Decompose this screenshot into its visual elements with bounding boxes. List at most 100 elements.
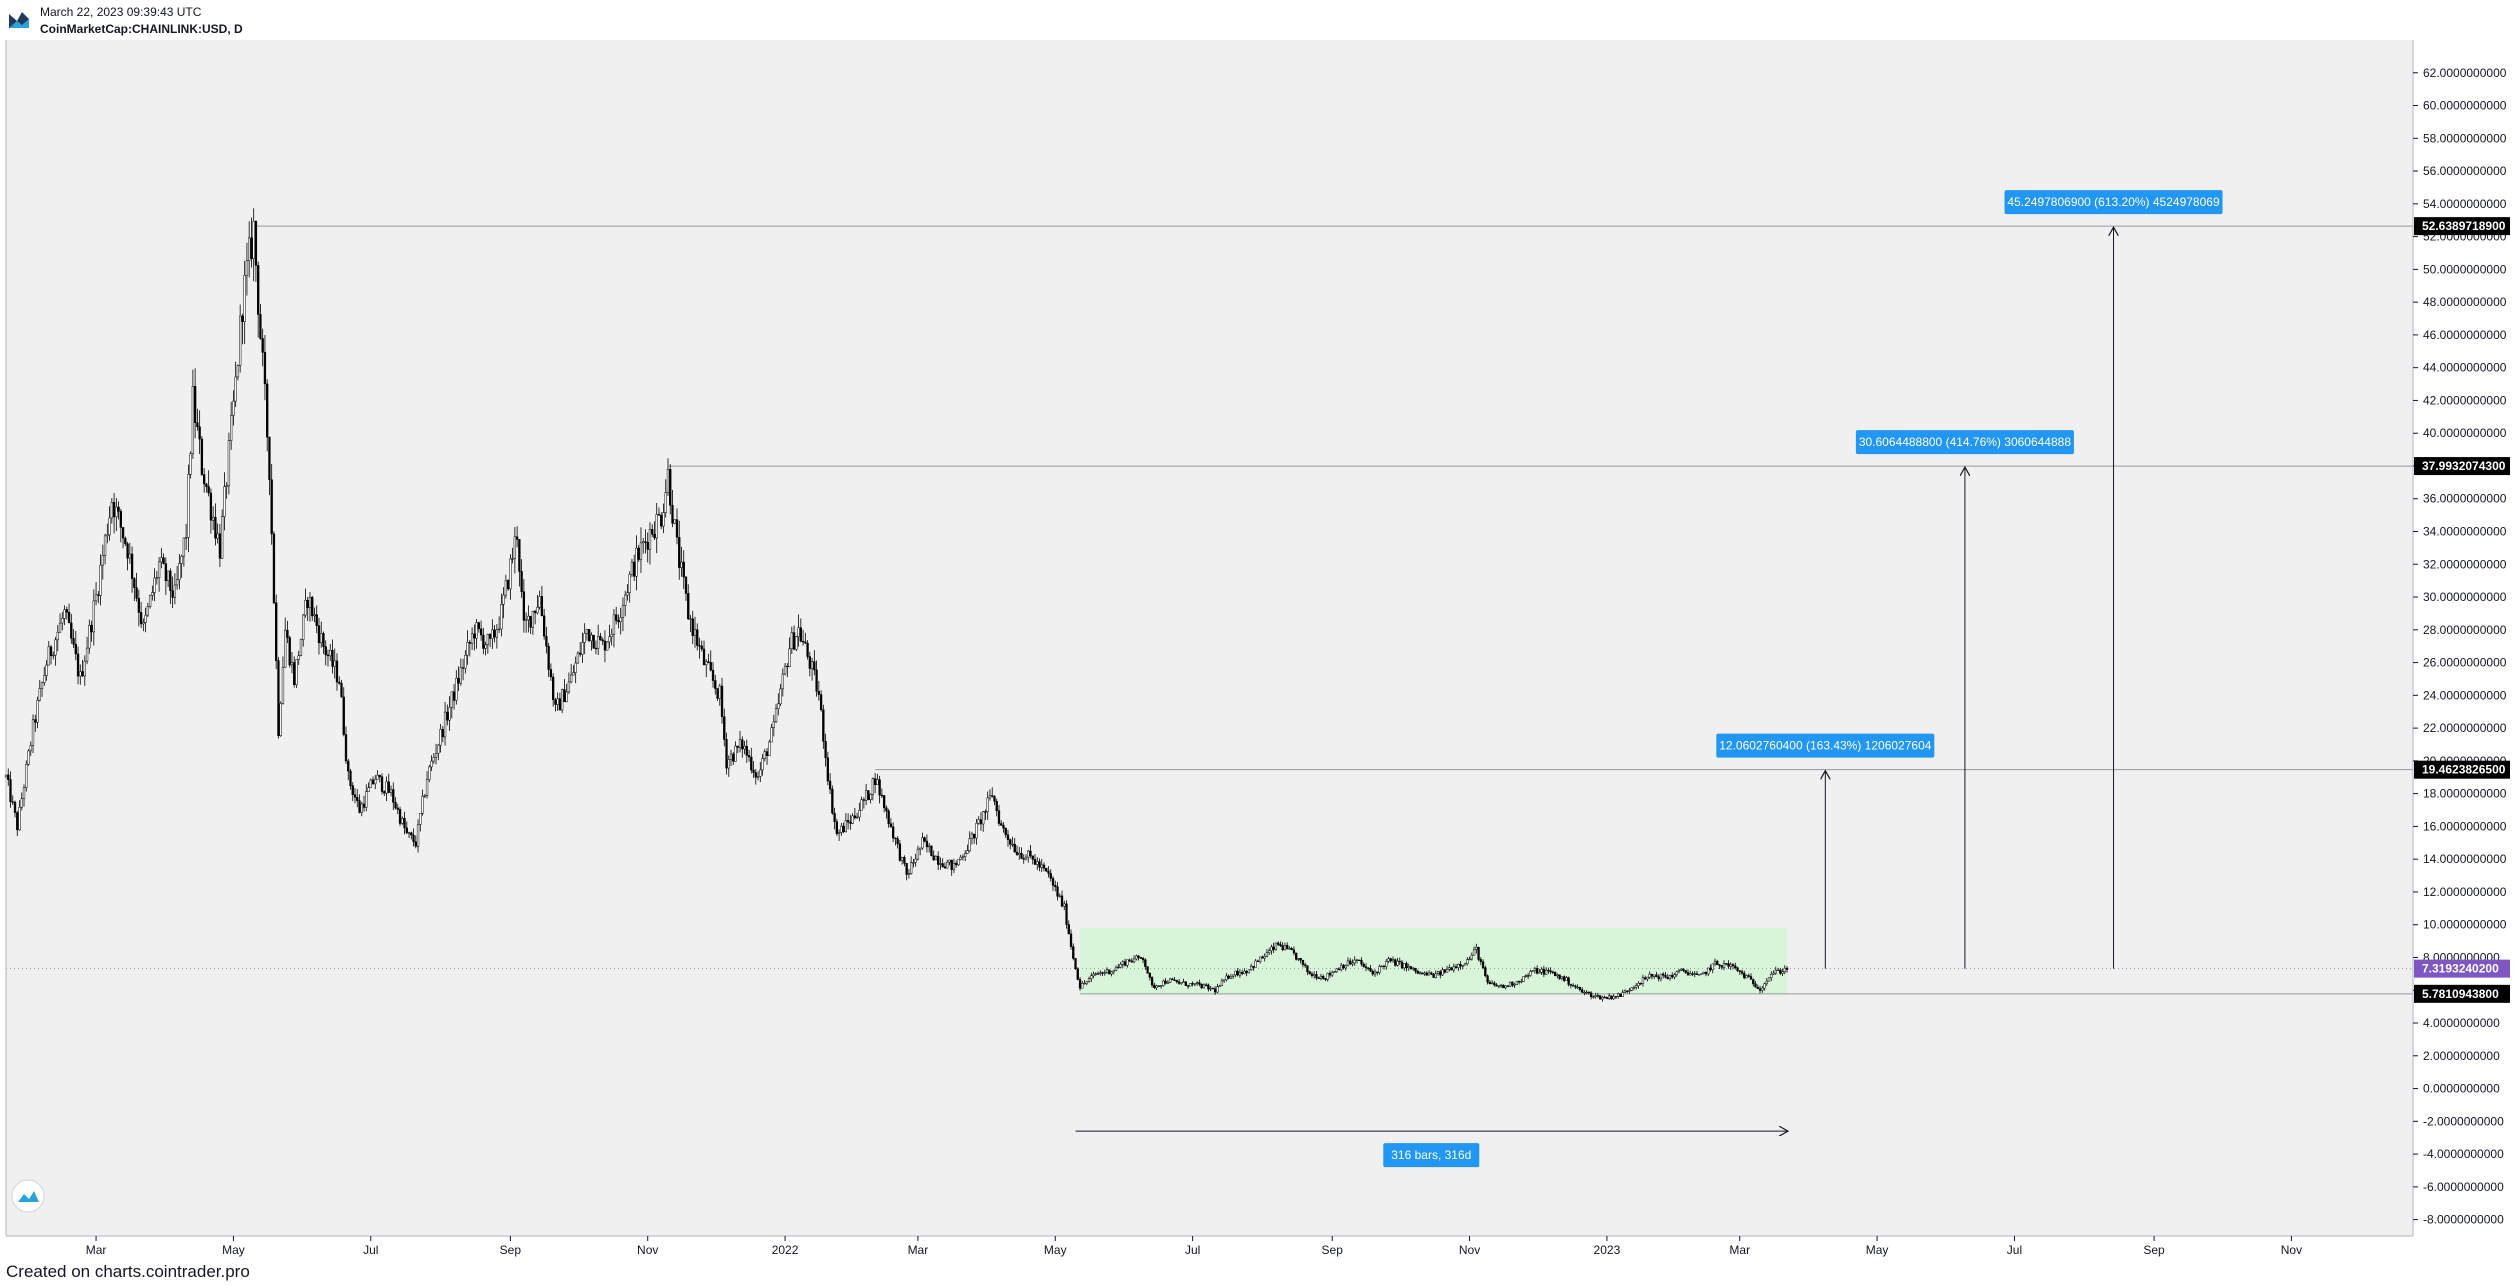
candle-body bbox=[1632, 987, 1636, 989]
candle-body bbox=[155, 577, 159, 579]
candle-body bbox=[1346, 960, 1350, 966]
candle-body bbox=[1497, 985, 1500, 987]
bars-measure-label-box bbox=[1383, 1143, 1480, 1168]
candle-body bbox=[259, 314, 262, 339]
candle-body bbox=[1139, 957, 1142, 959]
candle-body bbox=[1457, 963, 1460, 968]
candle-body bbox=[295, 659, 298, 686]
candle-body bbox=[1524, 975, 1528, 977]
candle-body bbox=[1533, 968, 1537, 971]
candle-body bbox=[119, 511, 122, 528]
candle-body bbox=[1538, 971, 1541, 974]
y-tick-label: 46.0000000000 bbox=[2423, 328, 2507, 342]
candle-body bbox=[925, 840, 929, 848]
y-tick-label: 22.0000000000 bbox=[2423, 721, 2507, 735]
candle-body bbox=[387, 781, 390, 793]
y-tick-label: 58.0000000000 bbox=[2423, 131, 2507, 145]
x-tick-label: May bbox=[222, 1243, 245, 1257]
candle-body bbox=[1650, 973, 1654, 977]
candle-body bbox=[227, 440, 231, 487]
candle-body bbox=[1132, 958, 1136, 963]
candle-body bbox=[1270, 946, 1273, 952]
candle-body bbox=[1761, 987, 1764, 991]
candle-body bbox=[1184, 981, 1188, 986]
candle-body bbox=[828, 780, 832, 790]
candle-body bbox=[1058, 895, 1061, 897]
candle-body bbox=[1141, 958, 1145, 961]
candle-body bbox=[157, 561, 161, 578]
candle-body bbox=[164, 563, 168, 582]
candle-body bbox=[1076, 968, 1079, 980]
tradingview-watermark-icon[interactable] bbox=[11, 1179, 45, 1213]
candle-body bbox=[299, 639, 303, 656]
candle-body bbox=[1421, 972, 1424, 975]
candle-body bbox=[29, 745, 32, 752]
candle-body bbox=[1060, 895, 1064, 907]
candle-body bbox=[1738, 970, 1741, 972]
candle-body bbox=[819, 694, 823, 710]
candle-body bbox=[1605, 996, 1609, 999]
candle-body bbox=[1191, 983, 1194, 985]
candle-body bbox=[1306, 965, 1309, 973]
candle-body bbox=[1430, 972, 1433, 975]
candle-body bbox=[817, 691, 820, 695]
candle-body bbox=[497, 628, 501, 631]
candle-body bbox=[1567, 977, 1570, 985]
candle-body bbox=[169, 570, 172, 591]
candle-body bbox=[851, 815, 854, 824]
level-price-tag bbox=[2414, 457, 2510, 476]
candle-body bbox=[1250, 965, 1253, 970]
candle-body bbox=[1409, 966, 1413, 970]
candle-body bbox=[234, 376, 237, 402]
candle-body bbox=[1511, 981, 1514, 986]
candle-body bbox=[1018, 852, 1021, 855]
candle-body bbox=[468, 642, 471, 644]
candle-body bbox=[1360, 960, 1363, 965]
candle-body bbox=[538, 596, 541, 608]
candle-body bbox=[946, 861, 949, 869]
candle-body bbox=[1486, 975, 1489, 983]
candle-body bbox=[1490, 982, 1494, 985]
candle-body bbox=[11, 801, 14, 803]
candle-body bbox=[43, 675, 46, 683]
candle-body bbox=[1675, 971, 1678, 975]
candle-body bbox=[509, 558, 512, 590]
candle-body bbox=[1229, 976, 1233, 979]
candle-body bbox=[1155, 985, 1158, 989]
candle-body bbox=[1083, 982, 1086, 985]
candle-body bbox=[20, 798, 23, 808]
candle-body bbox=[85, 647, 89, 662]
candle-body bbox=[398, 809, 402, 824]
candle-body bbox=[1227, 975, 1230, 979]
candle-body bbox=[1691, 973, 1694, 975]
candle-body bbox=[495, 629, 499, 638]
candle-body bbox=[1727, 963, 1730, 967]
candle-body bbox=[360, 803, 363, 813]
candle-body bbox=[1281, 945, 1284, 951]
candle-body bbox=[869, 794, 872, 800]
candle-body bbox=[1254, 960, 1257, 968]
candle-body bbox=[1682, 968, 1685, 971]
candle-body bbox=[448, 707, 451, 721]
candle-body bbox=[1304, 964, 1307, 966]
candle-body bbox=[729, 753, 733, 760]
candle-body bbox=[533, 611, 537, 614]
candle-body bbox=[993, 796, 996, 802]
candle-body bbox=[531, 611, 535, 628]
candle-body bbox=[1387, 958, 1390, 962]
candle-body bbox=[1074, 958, 1077, 970]
candle-body bbox=[919, 847, 922, 850]
candle-body bbox=[696, 629, 699, 646]
candle-body bbox=[1583, 992, 1586, 994]
candle-body bbox=[1484, 967, 1487, 977]
candle-body bbox=[410, 832, 413, 836]
candle-body bbox=[928, 845, 931, 848]
y-tick-label: 18.0000000000 bbox=[2423, 787, 2507, 801]
candle-body bbox=[561, 689, 564, 711]
candle-body bbox=[70, 622, 73, 639]
candle-body bbox=[707, 661, 710, 663]
candle-body bbox=[376, 774, 379, 780]
candle-body bbox=[1198, 982, 1201, 985]
candle-body bbox=[551, 676, 555, 701]
